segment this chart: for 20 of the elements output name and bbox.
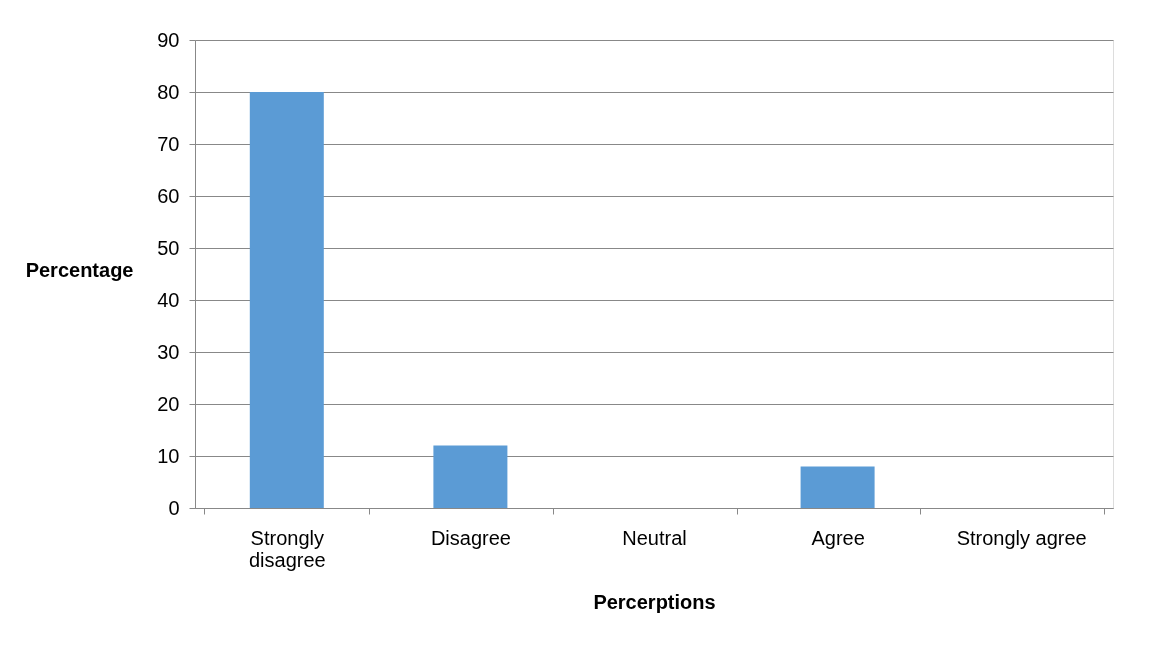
bar [800,466,875,508]
y-tick-label: 80 [157,80,180,103]
y-tick-label: 90 [157,28,180,51]
x-axis-title: Percerptions [593,590,716,613]
bar [433,445,508,508]
y-tick-label: 60 [157,184,180,207]
x-tick-label: Disagree [430,526,511,549]
y-tick-label: 40 [157,288,180,311]
y-tick-label: 20 [157,392,180,415]
x-tick-label: Strongly agree [956,526,1087,549]
x-tick-label: Strongly disagree [248,526,326,571]
y-tick-label: 70 [157,132,180,155]
y-tick-label: 0 [168,496,180,519]
x-tick-label: Neutral [622,526,687,549]
y-tick-label: 10 [157,444,180,467]
bar [249,92,324,508]
y-tick-label: 30 [157,340,180,363]
x-tick-label: Agree [811,526,865,549]
y-axis-title: Percentage [25,258,134,281]
y-tick-label: 50 [157,236,180,259]
